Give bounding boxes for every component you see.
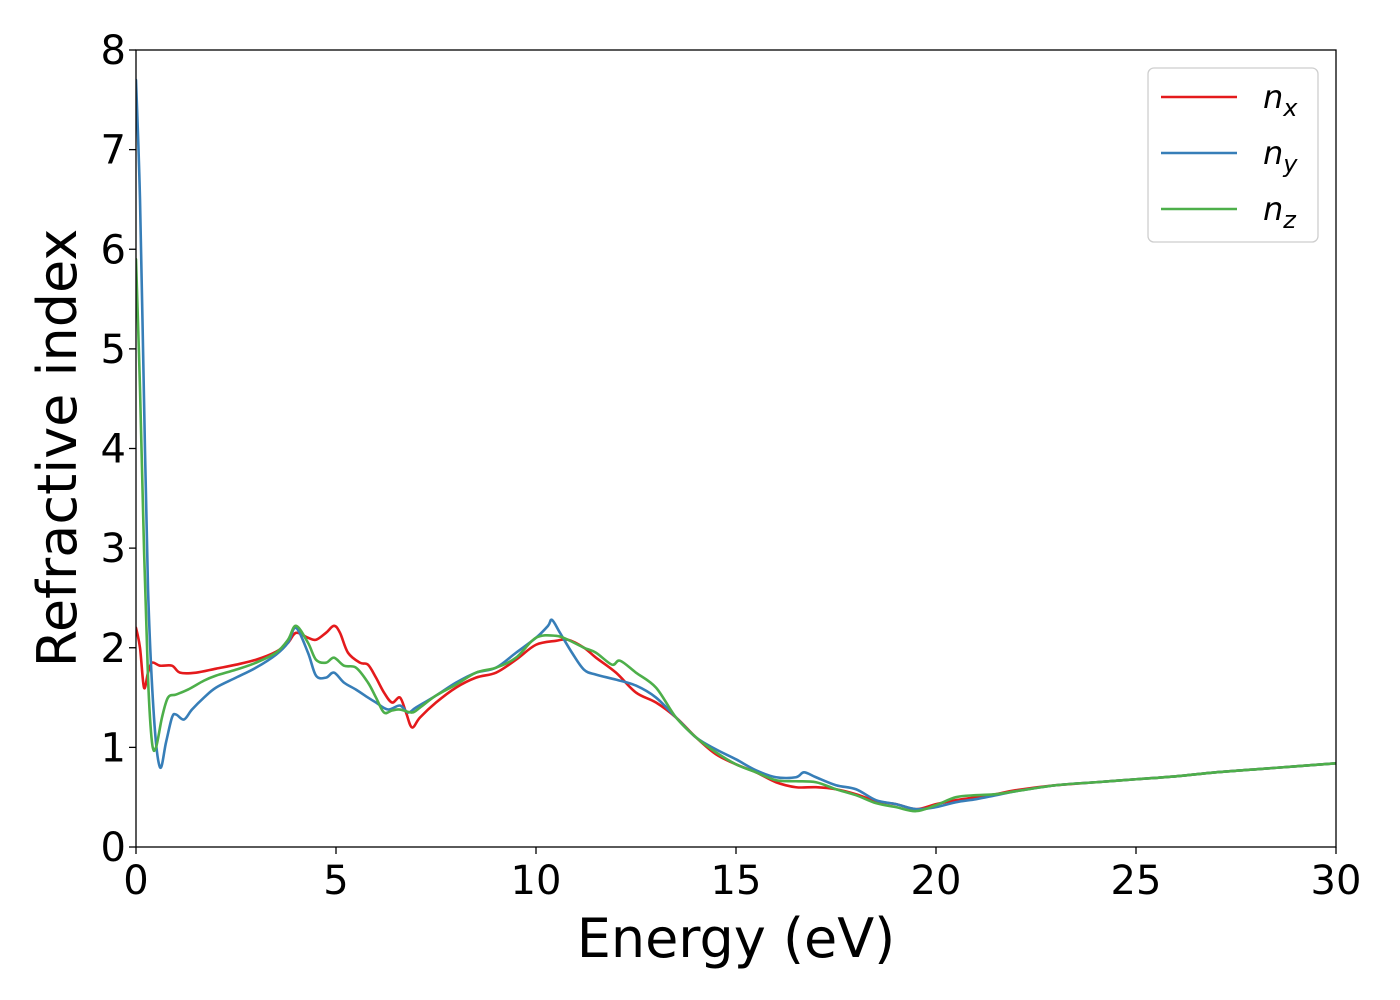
y-tick-label: 6 bbox=[101, 227, 126, 273]
y-tick-label: 5 bbox=[101, 327, 126, 373]
x-tick-label: 5 bbox=[323, 858, 348, 904]
x-tick-label: 10 bbox=[511, 858, 562, 904]
ticks-layer: 0 5 10 15 20 25 30 0 1 2 3 4 5 6 7 8 bbox=[101, 28, 1362, 904]
legend-box bbox=[1147, 67, 1319, 243]
legend-label-ny: ny bbox=[1263, 134, 1298, 178]
series-line-nz bbox=[136, 257, 1336, 813]
x-tick-label: 15 bbox=[711, 858, 762, 904]
legend-label-nx: nx bbox=[1263, 78, 1298, 122]
x-tick-label: 0 bbox=[123, 858, 148, 904]
series-layer bbox=[136, 78, 1336, 813]
series-line-nx bbox=[136, 624, 1336, 811]
y-tick-label: 4 bbox=[101, 427, 126, 473]
x-tick-label: 25 bbox=[1111, 858, 1162, 904]
x-axis-label: Energy (eV) bbox=[577, 907, 896, 970]
y-tick-label: 0 bbox=[101, 825, 126, 871]
legend-label-nz: nz bbox=[1263, 190, 1297, 234]
x-tick-label: 30 bbox=[1311, 858, 1362, 904]
legend: nx ny nz bbox=[1147, 67, 1319, 243]
y-axis-label: Refractive index bbox=[26, 229, 89, 668]
y-tick-label: 3 bbox=[101, 526, 126, 572]
y-tick-label: 1 bbox=[101, 725, 126, 771]
y-tick-label: 7 bbox=[101, 128, 126, 174]
x-tick-label: 20 bbox=[911, 858, 962, 904]
y-tick-label: 8 bbox=[101, 28, 126, 74]
y-tick-label: 2 bbox=[101, 626, 126, 672]
